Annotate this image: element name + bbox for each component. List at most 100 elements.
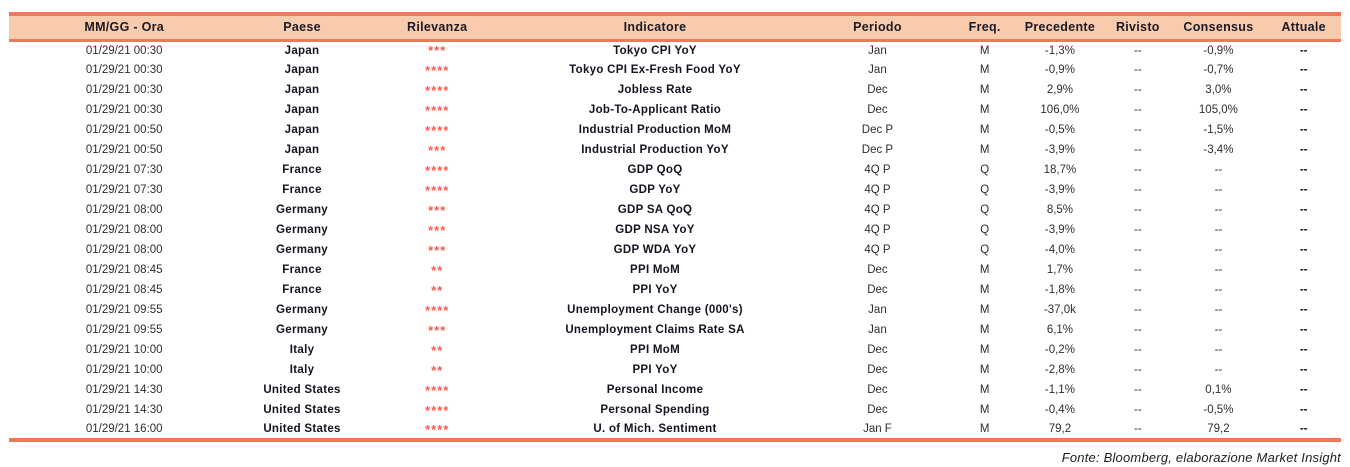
cell-period: 4Q P: [864, 204, 891, 216]
cell-relevance: ****: [425, 382, 450, 398]
cell-country: Japan: [284, 144, 320, 156]
table-row: 01/29/21 00:30 Japan *** Tokyo CPI YoY Jan M -…: [9, 40, 1341, 60]
cell-revised: --: [1134, 224, 1142, 236]
cell-relevance: **: [431, 262, 444, 278]
cell-datetime: 01/29/21 08:00: [85, 244, 163, 256]
cell-datetime: 01/29/21 10:00: [85, 344, 163, 356]
cell-datetime: 01/29/21 00:30: [85, 44, 163, 57]
cell-relevance: ***: [428, 142, 447, 158]
table-row: 01/29/21 09:55 Germany *** Unemployment Cla…: [9, 320, 1341, 340]
cell-actual: --: [1299, 44, 1308, 57]
cell-freq: M: [979, 304, 990, 316]
cell-relevance: ****: [425, 82, 450, 98]
cell-indicator: GDP QoQ: [627, 164, 683, 176]
cell-relevance: ****: [425, 62, 450, 78]
cell-freq: M: [979, 344, 990, 356]
cell-indicator: Jobless Rate: [617, 84, 693, 96]
cell-freq: M: [979, 364, 990, 376]
cell-previous: -3,9%: [1044, 224, 1075, 236]
cell-indicator: GDP SA QoQ: [617, 204, 693, 216]
cell-revised: --: [1134, 124, 1142, 136]
column-header-previous: Precedente: [1014, 14, 1106, 42]
cell-actual: --: [1299, 244, 1308, 256]
cell-period: Jan F: [863, 423, 892, 435]
cell-revised: --: [1134, 304, 1142, 316]
cell-relevance: ****: [425, 402, 450, 418]
cell-relevance: ***: [428, 322, 447, 338]
table-row: 01/29/21 10:00 Italy ** PPI MoM Dec M -0,2% -- -…: [9, 340, 1341, 360]
cell-indicator: PPI MoM: [630, 264, 681, 276]
cell-indicator: Tokyo CPI YoY: [613, 44, 697, 57]
cell-datetime: 01/29/21 08:00: [85, 224, 163, 236]
cell-indicator: U. of Mich. Sentiment: [593, 423, 717, 435]
cell-consensus: -0,7%: [1203, 64, 1234, 76]
cell-consensus: 105,0%: [1198, 104, 1238, 116]
cell-revised: --: [1134, 264, 1142, 276]
cell-period: Dec: [867, 284, 888, 296]
cell-previous: 8,5%: [1046, 204, 1074, 216]
cell-previous: -1,1%: [1044, 384, 1075, 396]
cell-datetime: 01/29/21 08:00: [85, 204, 163, 216]
cell-freq: Q: [980, 184, 990, 196]
cell-country: Italy: [289, 364, 315, 376]
cell-actual: --: [1299, 404, 1308, 416]
cell-period: Dec: [867, 344, 888, 356]
column-header-actual: Attuale: [1266, 14, 1341, 42]
cell-period: Dec: [867, 84, 888, 96]
column-header-indicator: Indicatore: [509, 14, 801, 42]
cell-country: France: [282, 264, 322, 276]
cell-revised: --: [1134, 344, 1142, 356]
cell-freq: M: [979, 264, 990, 276]
cell-relevance: ****: [425, 182, 450, 198]
cell-revised: --: [1134, 244, 1142, 256]
table-row: 01/29/21 00:30 Japan **** Job-To-Applicant …: [9, 100, 1341, 120]
cell-previous: -1,8%: [1044, 284, 1075, 296]
cell-actual: --: [1299, 423, 1308, 435]
economic-calendar-table-wrap: MM/GG - Ora Paese Rilevanza Indicatore Perio…: [9, 12, 1341, 442]
cell-consensus: --: [1214, 184, 1223, 196]
cell-indicator: Unemployment Claims Rate SA: [565, 324, 745, 336]
table-row: 01/29/21 08:00 Germany *** GDP NSA YoY 4Q P Q…: [9, 220, 1341, 240]
cell-country: Germany: [276, 244, 328, 256]
cell-consensus: -0,5%: [1203, 404, 1234, 416]
cell-revised: --: [1134, 324, 1142, 336]
table-body: 01/29/21 00:30 Japan *** Tokyo CPI YoY Jan M -…: [9, 40, 1341, 440]
cell-previous: 106,0%: [1040, 104, 1080, 116]
cell-actual: --: [1299, 104, 1308, 116]
cell-previous: -37,0k: [1043, 304, 1076, 316]
cell-indicator: GDP WDA YoY: [613, 244, 697, 256]
column-header-consensus: Consensus: [1170, 14, 1267, 42]
cell-country: France: [282, 184, 322, 196]
cell-datetime: 01/29/21 00:50: [85, 124, 163, 136]
cell-actual: --: [1299, 184, 1308, 196]
cell-revised: --: [1134, 44, 1142, 57]
cell-indicator: Personal Income: [606, 384, 704, 396]
cell-previous: 6,1%: [1046, 324, 1074, 336]
cell-country: Italy: [289, 344, 315, 356]
cell-actual: --: [1299, 224, 1308, 236]
cell-consensus: 0,1%: [1205, 384, 1232, 396]
cell-freq: Q: [980, 164, 990, 176]
cell-actual: --: [1299, 264, 1308, 276]
cell-freq: Q: [980, 244, 990, 256]
table-row: 01/29/21 09:55 Germany **** Unemployment Ch…: [9, 300, 1341, 320]
cell-indicator: Personal Spending: [600, 404, 710, 416]
cell-consensus: --: [1214, 244, 1223, 256]
cell-datetime: 01/29/21 08:45: [85, 284, 163, 296]
cell-actual: --: [1299, 364, 1308, 376]
table-row: 01/29/21 10:00 Italy ** PPI YoY Dec M -2,8% -- -…: [9, 360, 1341, 380]
table-row: 01/29/21 16:00 United States **** U. of Mic…: [9, 420, 1341, 440]
cell-revised: --: [1134, 364, 1142, 376]
cell-indicator: PPI YoY: [632, 364, 678, 376]
cell-datetime: 01/29/21 09:55: [85, 304, 163, 316]
table-row: 01/29/21 08:00 Germany *** GDP SA QoQ 4Q P Q 8…: [9, 200, 1341, 220]
cell-actual: --: [1299, 304, 1308, 316]
cell-period: 4Q P: [864, 164, 891, 176]
cell-freq: M: [979, 44, 990, 57]
cell-revised: --: [1134, 284, 1142, 296]
cell-period: 4Q P: [864, 224, 891, 236]
cell-revised: --: [1134, 144, 1142, 156]
cell-period: Jan: [868, 304, 887, 316]
cell-revised: --: [1134, 84, 1142, 96]
cell-country: United States: [263, 384, 341, 396]
